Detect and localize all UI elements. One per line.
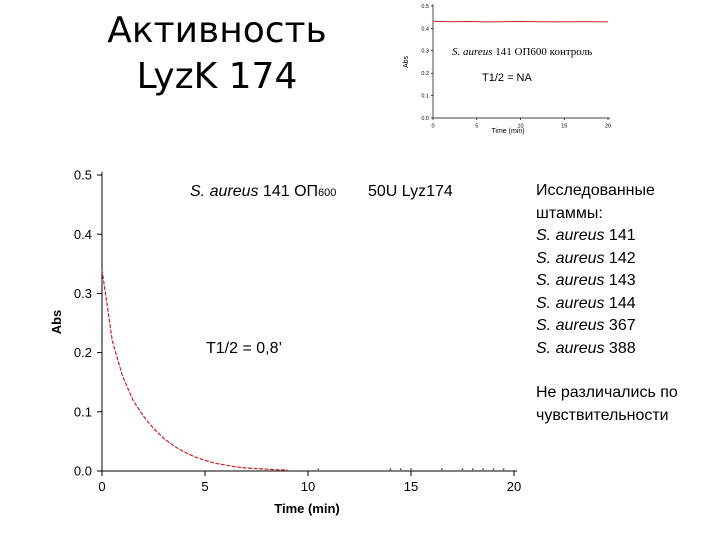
y-tick-label: 0.2 [74, 345, 92, 360]
y-tick-label: 0.5 [74, 168, 92, 183]
y-tick-label: 0.3 [421, 49, 429, 55]
data-point [471, 468, 474, 471]
x-tick-label: 0 [431, 124, 434, 130]
inset-title-species: S. aureus [452, 46, 493, 58]
main-annotation: T1/2 = 0,8’ [206, 340, 282, 357]
strains-heading-line2: штаммы: [536, 204, 603, 222]
strain-number: 144 [604, 294, 636, 312]
data-point [317, 468, 320, 471]
inset-plot-area: 0.0 0.1 0.2 0.3 0.4 0.5 0 5 10 15 20 [421, 4, 611, 130]
y-tick-label: 0.1 [421, 94, 429, 100]
note-line1: Не различались по [536, 384, 678, 401]
inset-x-axis-label: Time (min) [491, 128, 524, 135]
strain-species: S. aureus [536, 317, 605, 334]
data-point [389, 468, 392, 471]
strain-item: S. aureus 144 [536, 293, 716, 316]
inset-chart-title: S. aureus 141 ОП600 контроль [452, 46, 592, 58]
y-tick-label: 0.5 [421, 4, 429, 10]
strain-number: 143 [604, 272, 636, 289]
strain-number: 388 [604, 339, 636, 357]
slide-title-line2: LyzK 174 [136, 56, 298, 97]
y-tick-label: 0.2 [421, 71, 429, 77]
main-title-rest: 141 ОП [258, 183, 318, 200]
slide-title-line1: Активность [107, 10, 327, 51]
inset-y-axis-label: Abs [403, 55, 410, 68]
main-y-axis-label: Abs [49, 310, 64, 335]
strain-list: S. aureus 141 S. aureus 142 S. aureus 143 S… [536, 225, 716, 360]
data-point [441, 468, 443, 471]
x-tick-label: 5 [201, 479, 208, 494]
series-line [432, 20, 609, 23]
inset-title-rest: 141 ОП600 контроль [493, 46, 593, 58]
strain-number: 142 [604, 249, 636, 267]
strain-number: 367 [604, 317, 636, 334]
x-tick-label: 0 [98, 479, 105, 494]
strain-item: S. aureus 141 [536, 225, 716, 248]
x-tick-label: 10 [517, 124, 523, 130]
x-tick-label: 20 [605, 124, 611, 130]
main-title-subscript: 600 [318, 187, 336, 199]
y-tick-label: 0.1 [74, 404, 92, 419]
main-title-species: S. aureus [190, 183, 258, 200]
x-tick-label: 5 [475, 124, 478, 130]
x-tick-label: 15 [561, 124, 567, 130]
main-chart: 0.0 0.1 0.2 0.3 0.4 0.5 0 5 10 15 20 S. aureus 141… [49, 168, 521, 516]
main-plot-area: 0.0 0.1 0.2 0.3 0.4 0.5 0 5 10 15 20 [74, 168, 521, 494]
strains-panel: Исследованные штаммы: S. aureus 141 S. au… [536, 180, 716, 427]
strain-number: 141 [604, 227, 636, 244]
strain-item: S. aureus 367 [536, 315, 716, 338]
y-tick-label: 0.0 [74, 464, 92, 479]
y-tick-label: 0.4 [421, 26, 429, 32]
data-point [482, 468, 484, 471]
data-point [502, 468, 505, 471]
strain-item: S. aureus 388 [536, 338, 716, 361]
y-tick-label: 0.0 [421, 116, 429, 122]
data-point [461, 468, 464, 471]
main-chart-title: S. aureus 141 ОП600 [190, 183, 336, 200]
note-line2: чувствительности [536, 406, 669, 424]
strain-species: S. aureus [536, 294, 605, 312]
strain-species: S. aureus [536, 272, 605, 289]
slide-title: Активность LyzK 174 [92, 8, 342, 100]
sensitivity-note: Не различались по чувствительности [536, 382, 716, 427]
x-tick-label: 15 [404, 479, 418, 494]
strain-item: S. aureus 142 [536, 248, 716, 271]
strain-species: S. aureus [536, 339, 605, 357]
data-point [410, 468, 412, 471]
strain-species: S. aureus [536, 249, 605, 267]
y-tick-label: 0.3 [74, 286, 92, 301]
data-point [492, 468, 495, 471]
strain-item: S. aureus 143 [536, 270, 716, 293]
strains-heading-line1: Исследованные [536, 182, 655, 199]
y-tick-label: 0.4 [74, 227, 92, 242]
inset-chart: 0.0 0.1 0.2 0.3 0.4 0.5 0 5 10 15 20 S. aureus 141… [403, 4, 611, 135]
series-line [101, 269, 288, 471]
main-x-axis-label: Time (min) [274, 501, 340, 516]
main-title-extra: 50U Lyz174 [368, 183, 453, 200]
inset-annotation: T1/2 = NA [482, 72, 532, 84]
x-tick-label: 20 [507, 479, 521, 494]
strain-species: S. aureus [536, 227, 605, 244]
data-point [399, 468, 402, 471]
x-tick-label: 10 [301, 479, 315, 494]
